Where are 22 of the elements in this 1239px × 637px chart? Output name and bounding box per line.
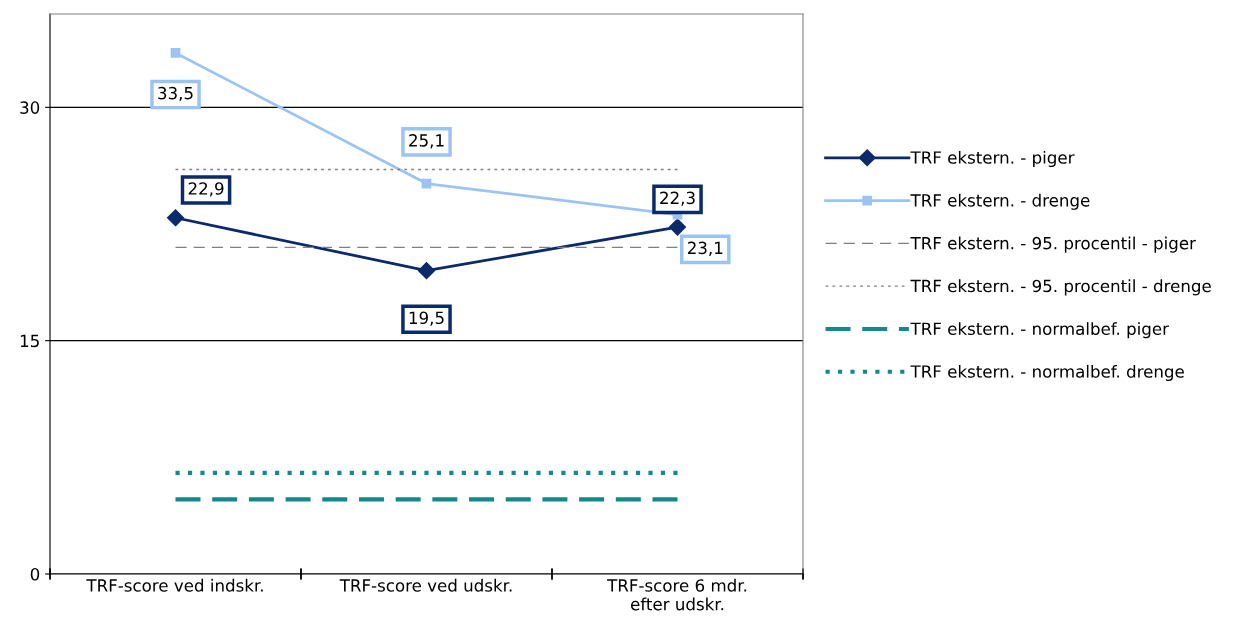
data-label: 25,1	[409, 134, 444, 149]
data-label: 33,5	[158, 86, 193, 102]
legend-label: TRF ekstern. - piger	[910, 150, 1075, 168]
legend-label: TRF ekstern. - normalbef. drenge	[910, 364, 1184, 382]
legend-label: TRF ekstern. - 95. procentil - piger	[910, 236, 1196, 253]
y-tick-label: 30	[20, 101, 40, 114]
legend-label: TRF ekstern. - normalbef. piger	[910, 322, 1169, 339]
x-tick-label: TRF-score ved indskr.	[86, 578, 263, 592]
legend-label: TRF ekstern. - 95. procentil - drenge	[910, 279, 1211, 296]
point	[166, 209, 185, 227]
point	[170, 48, 181, 58]
data-label: 22,3	[660, 191, 695, 206]
point	[668, 218, 687, 236]
data-label: 19,5	[409, 311, 444, 326]
y-tick-label: 15	[20, 334, 39, 348]
data-label: 23,1	[687, 241, 723, 256]
x-tick-label: TRF-score 6 mdr. efter udskr.	[607, 578, 747, 611]
legend-label: TRF ekstern. - drenge	[910, 193, 1090, 210]
data-label: 22,9	[188, 182, 224, 197]
x-tick-label: TRF-score ved udskr.	[339, 578, 512, 592]
y-tick-label: 0	[30, 567, 40, 581]
point	[417, 262, 436, 280]
